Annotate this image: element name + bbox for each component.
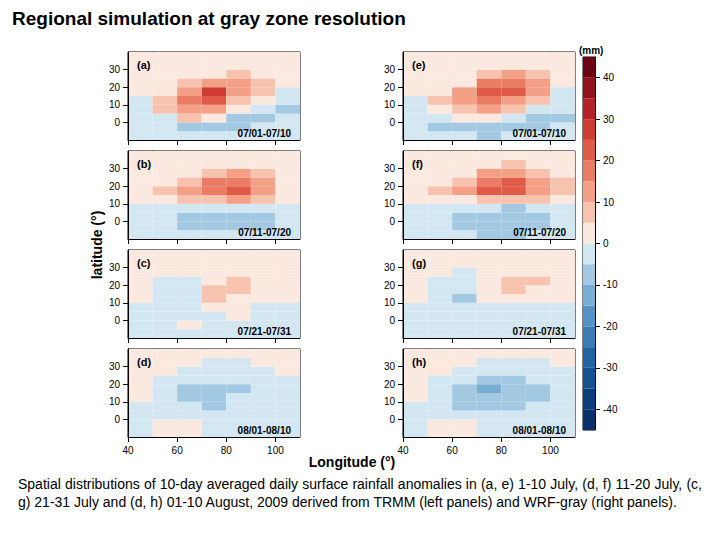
svg-text:-40: -40 <box>603 404 618 415</box>
svg-text:40: 40 <box>397 445 409 456</box>
svg-text:-20: -20 <box>603 321 618 332</box>
svg-text:07/11-07/20: 07/11-07/20 <box>513 227 566 238</box>
svg-text:07/01-07/10: 07/01-07/10 <box>513 128 567 139</box>
svg-text:30: 30 <box>109 262 121 273</box>
svg-text:80: 80 <box>496 445 508 456</box>
svg-text:07/11-07/20: 07/11-07/20 <box>238 227 291 238</box>
svg-text:80: 80 <box>221 445 233 456</box>
svg-text:30: 30 <box>384 163 396 174</box>
svg-text:0: 0 <box>389 117 395 128</box>
svg-text:20: 20 <box>384 181 396 192</box>
svg-text:30: 30 <box>384 64 396 75</box>
svg-text:20: 20 <box>384 82 396 93</box>
svg-text:20: 20 <box>109 181 121 192</box>
svg-text:0: 0 <box>389 414 395 425</box>
svg-text:08/01-08/10: 08/01-08/10 <box>238 425 292 436</box>
svg-text:40: 40 <box>122 445 134 456</box>
svg-text:10: 10 <box>384 396 396 407</box>
html-text:Spatial distributions of 10-da: Spatial distributions of 10-day averaged… <box>18 476 702 510</box>
svg-text:30: 30 <box>109 163 121 174</box>
svg-text:(g): (g) <box>412 257 426 269</box>
svg-text:latitude (°): latitude (°) <box>89 211 105 280</box>
svg-text:-30: -30 <box>603 362 618 373</box>
svg-text:07/21-07/31: 07/21-07/31 <box>238 326 292 337</box>
svg-text:(d): (d) <box>137 356 151 368</box>
svg-text:Longitude (°): Longitude (°) <box>309 454 395 470</box>
svg-text:60: 60 <box>447 445 459 456</box>
svg-text:100: 100 <box>542 445 559 456</box>
svg-text:100: 100 <box>267 445 284 456</box>
svg-text:(c): (c) <box>137 257 151 269</box>
svg-text:(e): (e) <box>412 59 426 71</box>
svg-text:(f): (f) <box>412 158 423 170</box>
svg-text:20: 20 <box>109 379 121 390</box>
svg-text:20: 20 <box>384 379 396 390</box>
svg-text:0: 0 <box>114 414 120 425</box>
svg-text:40: 40 <box>603 72 615 83</box>
svg-text:20: 20 <box>109 280 121 291</box>
svg-text:08/01-08/10: 08/01-08/10 <box>513 425 567 436</box>
svg-text:10: 10 <box>109 297 121 308</box>
svg-text:10: 10 <box>384 99 396 110</box>
svg-text:07/21-07/31: 07/21-07/31 <box>513 326 567 337</box>
svg-text:0: 0 <box>603 238 609 249</box>
svg-text:30: 30 <box>109 64 121 75</box>
svg-text:10: 10 <box>384 297 396 308</box>
svg-text:20: 20 <box>109 82 121 93</box>
svg-text:10: 10 <box>384 198 396 209</box>
svg-text:0: 0 <box>114 315 120 326</box>
svg-text:(mm): (mm) <box>579 45 603 56</box>
svg-text:0: 0 <box>389 216 395 227</box>
svg-text:10: 10 <box>109 198 121 209</box>
svg-text:30: 30 <box>384 262 396 273</box>
svg-text:(b): (b) <box>137 158 151 170</box>
svg-text:10: 10 <box>603 197 615 208</box>
svg-text:-10: -10 <box>603 279 618 290</box>
svg-text:10: 10 <box>109 99 121 110</box>
svg-text:0: 0 <box>114 117 120 128</box>
svg-text:30: 30 <box>603 114 615 125</box>
svg-text:20: 20 <box>384 280 396 291</box>
html-text:Regional simulation at gray zo: Regional simulation at gray zone resolut… <box>12 8 406 29</box>
svg-text:10: 10 <box>109 396 121 407</box>
svg-text:(h): (h) <box>412 356 426 368</box>
svg-text:60: 60 <box>172 445 184 456</box>
svg-text:20: 20 <box>603 155 615 166</box>
svg-text:30: 30 <box>109 361 121 372</box>
svg-text:30: 30 <box>384 361 396 372</box>
svg-text:07/01-07/10: 07/01-07/10 <box>238 128 292 139</box>
svg-text:(a): (a) <box>137 59 151 71</box>
svg-text:0: 0 <box>389 315 395 326</box>
svg-text:0: 0 <box>114 216 120 227</box>
